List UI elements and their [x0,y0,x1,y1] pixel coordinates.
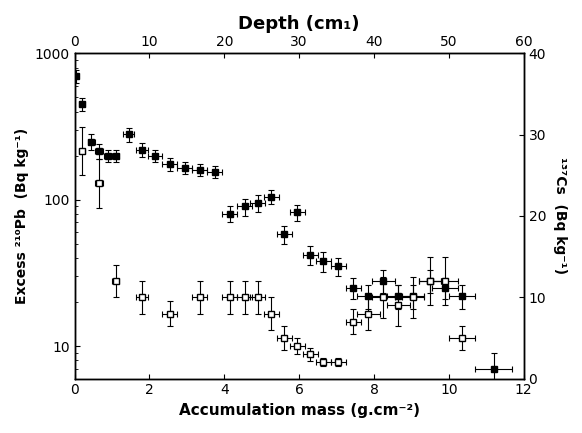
X-axis label: Depth (cm₁): Depth (cm₁) [239,15,360,33]
Y-axis label: ¹³⁷Cs  (Bq kg⁻¹): ¹³⁷Cs (Bq kg⁻¹) [553,158,567,275]
X-axis label: Accumulation mass (g.cm⁻²): Accumulation mass (g.cm⁻²) [179,403,420,418]
Y-axis label: Excess ²¹⁰Pb  (Bq kg⁻¹): Excess ²¹⁰Pb (Bq kg⁻¹) [15,128,29,304]
